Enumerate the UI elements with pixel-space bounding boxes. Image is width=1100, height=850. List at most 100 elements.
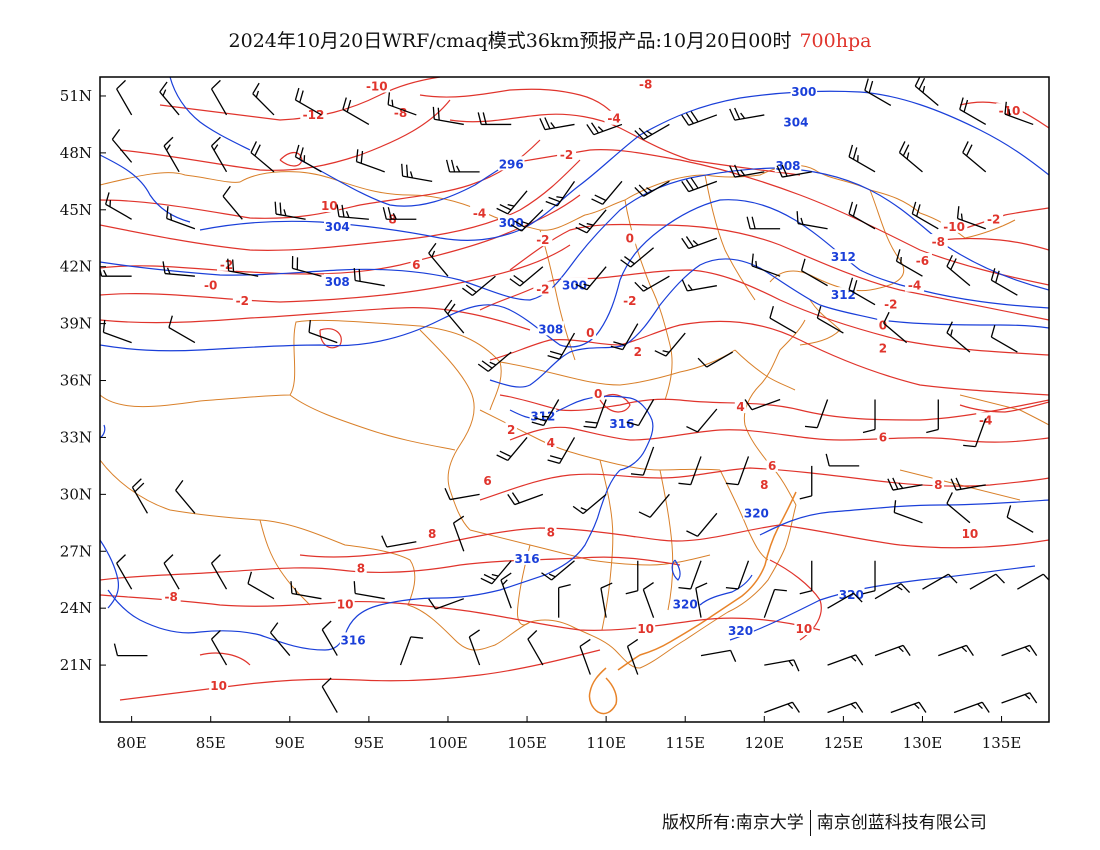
province-border [529, 504, 797, 669]
wind-barb [681, 236, 718, 250]
temperature-label-bg [363, 78, 391, 93]
wind-barb-feather [787, 703, 794, 710]
wind-barb [946, 254, 971, 287]
plot-frame [99, 76, 1050, 723]
temp-contour [509, 426, 1049, 443]
wind-barb-feather [638, 127, 649, 138]
wind-barb-feather [513, 274, 525, 284]
wind-barb [111, 128, 133, 163]
wind-barb [681, 177, 718, 193]
wind-barb-feather [686, 425, 698, 433]
temp-contour [509, 223, 1049, 321]
wind-barb-shaft [690, 456, 702, 485]
wind-barb-feather [755, 260, 758, 268]
y-tick-label: 51N [60, 87, 92, 105]
wind-barb-feather [547, 355, 560, 360]
wind-barb-feather [697, 357, 708, 368]
wind-barb-feather [638, 511, 651, 518]
wind-barb-feather [692, 240, 699, 246]
wind-barb-feather [788, 660, 794, 667]
wind-barb [428, 242, 449, 277]
wind-barb-feather [336, 204, 340, 217]
temperature-label: -8 [932, 235, 945, 249]
wind-barb [545, 180, 576, 207]
wind-barb-feather [341, 204, 345, 218]
wind-barb-feather [981, 701, 990, 713]
wind-barb-feather [222, 185, 231, 197]
wind-barb [862, 560, 876, 595]
height-label: 308 [325, 275, 350, 289]
height-contour [671, 559, 681, 581]
wind-barb [575, 209, 607, 234]
wind-barb-feather [211, 136, 221, 147]
wind-barb-feather [646, 187, 653, 192]
temperature-label-bg [794, 621, 814, 636]
wind-barb-feather [345, 211, 350, 218]
wind-barb-feather [507, 493, 516, 505]
wind-barb-feather [734, 107, 741, 120]
wind-barb-feather [131, 478, 142, 488]
temperature-label-bg [877, 429, 889, 444]
wind-barb [938, 644, 974, 657]
wind-barb [764, 701, 800, 714]
y-tick-label: 27N [60, 542, 92, 560]
wind-barb-feather [729, 108, 736, 121]
temperature-label: 6 [483, 474, 491, 488]
wind-barb-shaft [688, 180, 718, 193]
wind-barb [946, 321, 971, 353]
wind-barb-feather [274, 201, 277, 215]
wind-barb-feather [634, 186, 644, 197]
wind-barb-feather [965, 144, 973, 157]
height-label: 320 [728, 624, 753, 638]
wind-barb [308, 319, 338, 344]
wind-barb [969, 573, 1005, 590]
wind-barb-shaft [500, 579, 512, 609]
wind-barb-shaft [697, 512, 718, 537]
wind-barb [874, 583, 911, 600]
wind-barb [591, 180, 623, 205]
height-label-bg [727, 622, 754, 637]
wind-barb-feather [544, 117, 551, 130]
copyright-right: 南京创蓝科技有限公司 [816, 813, 987, 833]
height-label-bg [529, 408, 557, 423]
y-axis: 51N 48N 45N 42N 39N 36N 33N 30N 27N 24N 21N [60, 87, 106, 674]
wind-barb-feather [447, 303, 456, 315]
wind-barb-feather [514, 220, 526, 229]
wind-barb [227, 258, 259, 277]
wind-barb-feather [387, 92, 391, 105]
wind-barb-feather [681, 279, 688, 292]
coastline [588, 491, 797, 715]
wind-barb [804, 399, 829, 429]
wind-barb-shaft [969, 573, 997, 590]
temp-contour [100, 594, 821, 631]
wind-barb-layer [100, 77, 1049, 714]
wind-barb-feather [626, 421, 639, 427]
temperature-label: 8 [547, 525, 555, 539]
temperature-label: -2 [236, 294, 249, 308]
temperature-label: -2 [220, 258, 233, 272]
temperature-label: 0 [879, 319, 887, 333]
temperature-label-bg [632, 344, 644, 359]
wind-barb-feather [550, 122, 556, 129]
wind-barb [572, 493, 607, 515]
wind-barb [387, 92, 417, 116]
wind-barb [638, 493, 670, 518]
wind-barb-feather [804, 425, 818, 429]
wind-barb-feather [1004, 101, 1007, 115]
wind-barb [962, 141, 987, 173]
wind-barb-feather [1008, 109, 1011, 116]
wind-barb-feather [902, 144, 910, 157]
height-label: 312 [831, 250, 856, 264]
wind-barb-shaft [687, 285, 717, 292]
wind-barb-feather [685, 112, 694, 124]
wind-barb-feather [213, 144, 219, 151]
wind-barb [990, 325, 1018, 353]
wind-barb-feather [382, 207, 387, 220]
temperature-label: -6 [916, 254, 929, 268]
wind-barb [610, 323, 639, 351]
wind-barb [626, 638, 639, 675]
temperature-label-bg [557, 146, 577, 161]
province-border [659, 469, 674, 611]
temperature-label-bg [410, 256, 423, 271]
wind-barb-feather [902, 644, 911, 656]
